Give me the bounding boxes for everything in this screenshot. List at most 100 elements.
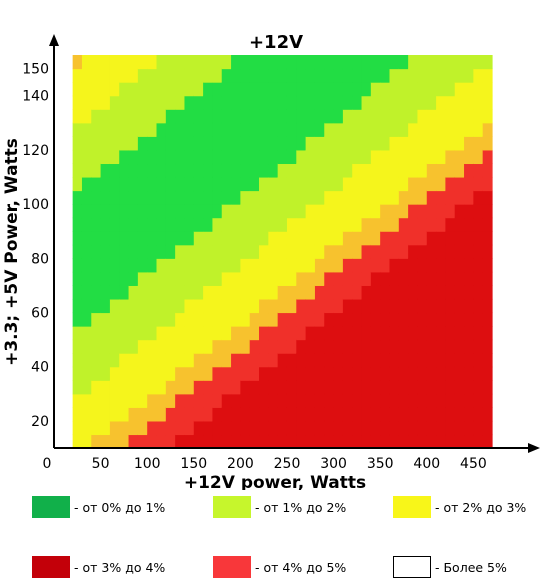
heatmap-cell [128, 231, 139, 246]
heatmap-cell [296, 149, 307, 165]
heatmap-cell [137, 244, 148, 259]
heatmap-cell [454, 204, 465, 219]
heatmap-cell [361, 55, 372, 70]
heatmap-cell [436, 149, 447, 165]
heatmap-cell [175, 231, 186, 246]
heatmap-cell [389, 434, 400, 449]
heatmap-cell [352, 55, 363, 70]
heatmap-cell [380, 434, 391, 449]
heatmap-cell [203, 95, 214, 110]
heatmap-cell [342, 122, 353, 137]
heatmap-cell [212, 122, 223, 137]
heatmap-cell [333, 298, 344, 314]
heatmap-cell [324, 271, 335, 286]
heatmap-cell [100, 407, 111, 422]
heatmap-cell [212, 109, 223, 124]
heatmap-cell [277, 420, 288, 436]
heatmap-cell [119, 176, 130, 192]
heatmap-cell [193, 258, 204, 273]
heatmap-cell [389, 312, 400, 327]
heatmap-cell [72, 109, 83, 124]
heatmap-cell [296, 420, 307, 436]
heatmap-cell [398, 298, 409, 314]
legend-item-4-5: - от 4% до 5% [213, 554, 346, 580]
heatmap-cell [445, 244, 456, 259]
heatmap-cell [119, 271, 130, 286]
heatmap-cell [305, 339, 316, 354]
heatmap-cell [305, 285, 316, 300]
heatmap-cell [324, 149, 335, 165]
heatmap-cell [268, 122, 279, 137]
heatmap-cell [175, 109, 186, 124]
heatmap-cell [119, 434, 130, 449]
heatmap-cell [249, 326, 260, 341]
heatmap-cell [426, 420, 437, 436]
legend-swatch [213, 556, 251, 578]
heatmap-cell [231, 190, 241, 205]
heatmap-cell [175, 298, 186, 314]
heatmap-cell [361, 298, 372, 314]
heatmap-cell [426, 298, 437, 314]
heatmap-cell [333, 95, 344, 110]
y-tick-label: 150 [22, 62, 49, 78]
heatmap-cell [361, 271, 372, 286]
heatmap-cell [314, 393, 325, 408]
heatmap-cell [473, 380, 484, 395]
heatmap-cell [147, 136, 158, 151]
heatmap-cell [128, 190, 139, 205]
heatmap-cell [426, 353, 437, 368]
heatmap-cell [277, 434, 288, 449]
heatmap-cell [482, 326, 493, 341]
heatmap-cell [408, 434, 419, 449]
heatmap-cell [296, 407, 307, 422]
heatmap-cell [249, 231, 260, 246]
heatmap-cell [259, 244, 269, 259]
heatmap-cell [109, 109, 120, 124]
heatmap-cell [231, 122, 241, 137]
heatmap-cell [370, 68, 381, 83]
heatmap-cell [100, 176, 111, 192]
heatmap-cell [81, 109, 92, 124]
y-tick-label: 100 [22, 197, 49, 213]
heatmap-cell [417, 122, 428, 137]
heatmap-cell [333, 204, 344, 219]
heatmap-cell [91, 190, 102, 205]
heatmap-cell [445, 149, 456, 165]
heatmap-cell [137, 434, 148, 449]
heatmap-cell [81, 68, 92, 83]
heatmap-cell [370, 95, 381, 110]
heatmap-cell [436, 271, 447, 286]
heatmap-cell [156, 122, 167, 137]
heatmap-cell [454, 82, 465, 97]
heatmap-cell [249, 217, 260, 232]
heatmap-cell [203, 285, 214, 300]
legend-item-5plus: - Более 5% [393, 554, 507, 580]
heatmap-cell [286, 258, 297, 273]
heatmap-cell [305, 312, 316, 327]
heatmap-cell [249, 190, 260, 205]
heatmap-cell [436, 380, 447, 395]
heatmap-cell [296, 55, 307, 70]
heatmap-cell [147, 366, 158, 381]
heatmap-cell [426, 380, 437, 395]
heatmap-cell [147, 271, 158, 286]
heatmap-cell [380, 258, 391, 273]
heatmap-cell [231, 271, 241, 286]
heatmap-cell [417, 190, 428, 205]
heatmap-cell [109, 271, 120, 286]
heatmap-cell [324, 217, 335, 232]
heatmap-cell [193, 244, 204, 259]
heatmap-cell [370, 258, 381, 273]
heatmap-cell [352, 298, 363, 314]
heatmap-cell [389, 149, 400, 165]
heatmap-cell [454, 420, 465, 436]
heatmap-cell [231, 68, 241, 83]
heatmap-cell [240, 231, 251, 246]
x-tick-label: 350 [367, 456, 394, 472]
heatmap-cell [389, 285, 400, 300]
heatmap-cell [389, 204, 400, 219]
heatmap-cell [212, 258, 223, 273]
heatmap-cell [268, 298, 279, 314]
heatmap-cell [314, 434, 325, 449]
heatmap-cell [473, 163, 484, 178]
